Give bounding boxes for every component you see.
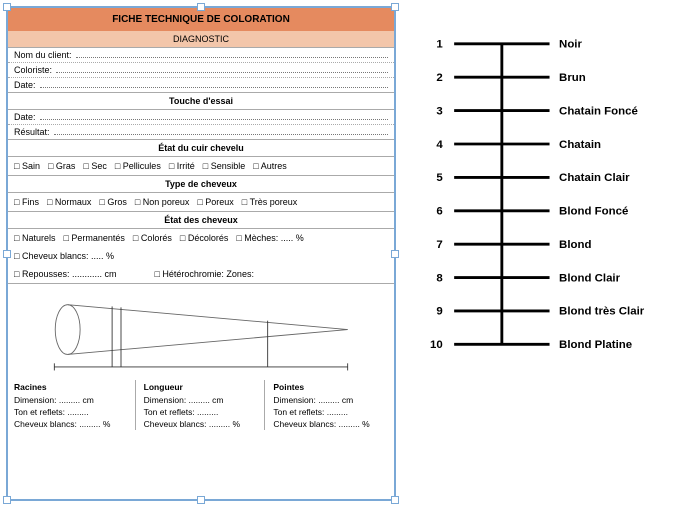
color-scale-svg: 1 Noir 2 Brun 3 Chatain Foncé 4 Chatain 5 Chatain…: [416, 16, 664, 396]
svg-text:Blond: Blond: [559, 239, 591, 251]
svg-text:Blond Clair: Blond Clair: [559, 272, 621, 284]
checkbox-item: □ Gros: [99, 197, 126, 207]
svg-text:Chatain: Chatain: [559, 139, 601, 151]
svg-text:Brun: Brun: [559, 72, 586, 84]
zone-title: Longueur: [144, 380, 259, 394]
field-label: Date:: [14, 80, 40, 90]
zone-line: Cheveux blancs: ......... %: [144, 418, 259, 430]
dotted-line: [54, 127, 388, 135]
client-name-field: Nom du client:: [8, 48, 394, 63]
checkbox-item: □ Très poreux: [242, 197, 297, 207]
zone-longueur: Longueur Dimension: ......... cm Ton et …: [135, 380, 259, 430]
selection-handle: [3, 3, 11, 11]
section-title-hairtype: Type de cheveux: [8, 176, 394, 193]
field-label: Nom du client:: [14, 50, 76, 60]
dotted-line: [56, 65, 388, 73]
touche-result-field: Résultat:: [8, 125, 394, 140]
svg-text:9: 9: [436, 306, 442, 318]
zones-row: Racines Dimension: ......... cm Ton et r…: [8, 380, 394, 436]
svg-text:Blond Platine: Blond Platine: [559, 339, 632, 351]
zone-title: Racines: [14, 380, 129, 394]
scalp-options: □ Sain □ Gras □ Sec □ Pellicules □ Irrité □ S…: [8, 157, 394, 176]
form-panel: FICHE TECHNIQUE DE COLORATION DIAGNOSTIC…: [6, 6, 396, 501]
zone-line: Dimension: ......... cm: [273, 394, 388, 406]
svg-text:8: 8: [436, 272, 443, 284]
colorist-field: Coloriste:: [8, 63, 394, 78]
field-label: Résultat:: [14, 127, 54, 137]
checkbox-item: □ Sain: [14, 161, 40, 171]
svg-text:2: 2: [436, 72, 442, 84]
form-subtitle: DIAGNOSTIC: [8, 31, 394, 48]
checkbox-item: □ Irrité: [169, 161, 195, 171]
selection-handle: [197, 3, 205, 11]
checkbox-item: □ Sec: [83, 161, 106, 171]
hairstate-options-2: □ Repousses: ............ cm □ Hétérochro…: [8, 265, 394, 284]
section-title-touche: Touche d'essai: [8, 93, 394, 110]
zone-line: Dimension: ......... cm: [144, 394, 259, 406]
checkbox-item: □ Non poreux: [135, 197, 189, 207]
section-title-scalp: État du cuir chevelu: [8, 140, 394, 157]
svg-text:5: 5: [436, 172, 443, 184]
svg-text:Blond très Clair: Blond très Clair: [559, 306, 645, 318]
svg-text:Chatain Foncé: Chatain Foncé: [559, 105, 638, 117]
checkbox-item: □ Décolorés: [180, 233, 228, 243]
checkbox-item: □ Normaux: [47, 197, 91, 207]
checkbox-item: □ Mèches: ..... %: [236, 233, 303, 243]
svg-text:Noir: Noir: [559, 39, 582, 51]
checkbox-item: □ Cheveux blancs: ..... %: [14, 251, 114, 261]
selection-handle: [3, 250, 11, 258]
svg-text:10: 10: [430, 339, 443, 351]
dotted-line: [40, 80, 388, 88]
svg-text:4: 4: [436, 139, 443, 151]
zone-line: Dimension: ......... cm: [14, 394, 129, 406]
checkbox-item: □ Gras: [48, 161, 75, 171]
selection-handle: [197, 496, 205, 504]
checkbox-item: □ Pellicules: [115, 161, 161, 171]
touche-date-field: Date:: [8, 110, 394, 125]
dotted-line: [40, 112, 388, 120]
hair-diagram: [8, 284, 394, 380]
svg-text:Blond Foncé: Blond Foncé: [559, 206, 628, 218]
color-scale-panel: 1 Noir 2 Brun 3 Chatain Foncé 4 Chatain 5 Chatain…: [396, 6, 674, 501]
svg-text:3: 3: [436, 105, 442, 117]
zone-line: Cheveux blancs: ......... %: [273, 418, 388, 430]
svg-text:Chatain Clair: Chatain Clair: [559, 172, 630, 184]
checkbox-item: □ Naturels: [14, 233, 55, 243]
zone-line: Ton et reflets: .........: [144, 406, 259, 418]
zone-racines: Racines Dimension: ......... cm Ton et r…: [14, 380, 129, 430]
field-label: Coloriste:: [14, 65, 56, 75]
selection-handle: [3, 496, 11, 504]
checkbox-item: □ Hétérochromie: Zones:: [154, 269, 253, 279]
checkbox-item: □ Permanentés: [63, 233, 124, 243]
checkbox-item: □ Fins: [14, 197, 39, 207]
zone-line: Ton et reflets: .........: [14, 406, 129, 418]
zone-title: Pointes: [273, 380, 388, 394]
svg-text:6: 6: [436, 206, 442, 218]
svg-text:7: 7: [436, 239, 442, 251]
checkbox-item: □ Colorés: [133, 233, 172, 243]
checkbox-item: □ Repousses: ............ cm: [14, 269, 116, 279]
date-field: Date:: [8, 78, 394, 93]
checkbox-item: □ Poreux: [197, 197, 233, 207]
zone-line: Cheveux blancs: ......... %: [14, 418, 129, 430]
dotted-line: [76, 50, 388, 58]
section-title-hairstate: État des cheveux: [8, 212, 394, 229]
svg-text:1: 1: [436, 39, 443, 51]
cone-svg: [14, 294, 388, 374]
hairtype-options: □ Fins □ Normaux □ Gros □ Non poreux □ Poreu…: [8, 193, 394, 212]
checkbox-item: □ Autres: [253, 161, 286, 171]
field-label: Date:: [14, 112, 40, 122]
zone-line: Ton et reflets: .........: [273, 406, 388, 418]
hairstate-options-1: □ Naturels □ Permanentés □ Colorés □ Décolo…: [8, 229, 394, 265]
form-title: FICHE TECHNIQUE DE COLORATION: [8, 8, 394, 31]
checkbox-item: □ Sensible: [203, 161, 245, 171]
zone-pointes: Pointes Dimension: ......... cm Ton et r…: [264, 380, 388, 430]
